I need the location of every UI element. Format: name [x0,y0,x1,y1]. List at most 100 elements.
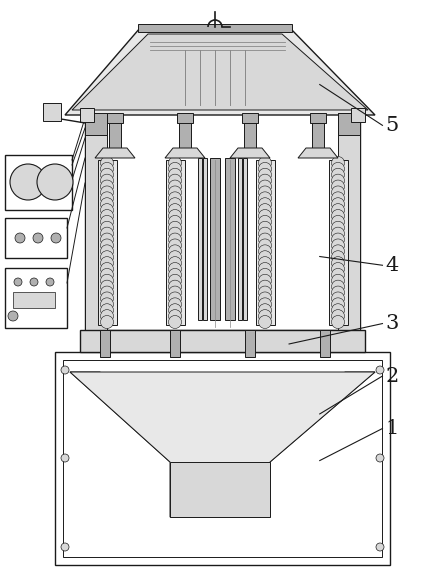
Circle shape [100,310,113,322]
Circle shape [169,257,181,269]
Circle shape [100,268,113,282]
Circle shape [100,286,113,299]
Circle shape [169,310,181,322]
Bar [80,330,365,352]
Bar [5,155,72,210]
Circle shape [258,268,272,282]
Polygon shape [72,34,368,110]
Bar [85,113,107,135]
Circle shape [258,203,272,217]
Polygon shape [270,372,375,462]
Circle shape [51,233,61,243]
Circle shape [169,203,181,217]
Circle shape [332,315,345,328]
Bar [242,113,258,123]
Circle shape [258,315,272,328]
Circle shape [332,209,345,223]
Circle shape [8,311,18,321]
Polygon shape [298,148,338,158]
Bar [85,113,107,330]
Circle shape [61,366,69,374]
Circle shape [169,209,181,223]
Circle shape [100,304,113,317]
Bar [198,158,202,320]
Circle shape [100,186,113,199]
Circle shape [332,268,345,282]
Polygon shape [230,148,270,158]
Circle shape [332,304,345,317]
Circle shape [100,156,113,170]
Circle shape [258,168,272,181]
Circle shape [100,209,113,223]
Text: 4: 4 [385,256,399,275]
Circle shape [258,262,272,276]
Circle shape [258,251,272,264]
Circle shape [100,198,113,210]
Bar [98,160,117,325]
Circle shape [169,222,181,234]
Circle shape [100,174,113,187]
Bar [338,113,360,135]
Circle shape [332,262,345,276]
Circle shape [376,543,384,551]
Circle shape [169,268,181,282]
Bar [5,268,67,328]
Circle shape [100,215,113,229]
Circle shape [169,245,181,258]
Circle shape [100,239,113,252]
Bar [225,158,235,320]
Circle shape [169,215,181,229]
Bar [80,108,94,122]
Circle shape [100,168,113,181]
Circle shape [169,292,181,305]
Circle shape [258,215,272,229]
Circle shape [258,163,272,175]
Circle shape [100,298,113,311]
Bar [13,292,55,308]
Circle shape [33,233,43,243]
Bar [203,158,207,320]
Circle shape [332,251,345,264]
Bar [170,462,270,517]
Circle shape [332,163,345,175]
Circle shape [169,192,181,205]
Circle shape [169,180,181,193]
Circle shape [14,278,22,286]
Bar [177,113,193,123]
Circle shape [332,245,345,258]
Circle shape [30,278,38,286]
Text: 2: 2 [385,367,399,385]
Circle shape [169,298,181,311]
Circle shape [169,156,181,170]
Bar [255,160,275,325]
Bar [245,330,255,357]
Circle shape [61,543,69,551]
Polygon shape [165,148,205,158]
Bar [166,160,184,325]
Circle shape [258,310,272,322]
Circle shape [100,222,113,234]
Circle shape [332,310,345,322]
Bar [5,218,67,258]
Circle shape [258,209,272,223]
Circle shape [258,180,272,193]
Circle shape [332,257,345,269]
Circle shape [332,292,345,305]
Polygon shape [95,148,135,158]
Bar [107,113,123,123]
Circle shape [100,257,113,269]
Circle shape [169,168,181,181]
Circle shape [169,163,181,175]
Circle shape [169,304,181,317]
Circle shape [100,233,113,246]
Circle shape [332,186,345,199]
Bar [55,352,390,565]
Circle shape [100,292,113,305]
Circle shape [258,174,272,187]
Circle shape [258,198,272,210]
Bar [170,330,180,357]
Circle shape [332,192,345,205]
Circle shape [100,192,113,205]
Text: 5: 5 [385,116,399,135]
Bar [63,360,382,557]
